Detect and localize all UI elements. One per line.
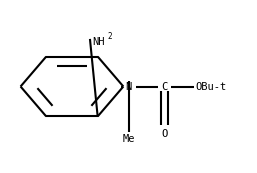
Text: Me: Me xyxy=(122,134,135,144)
Text: OBu-t: OBu-t xyxy=(196,81,227,92)
Text: 2: 2 xyxy=(107,32,112,41)
Text: C: C xyxy=(161,81,168,92)
Text: N: N xyxy=(125,81,132,92)
Text: NH: NH xyxy=(92,37,105,47)
Text: O: O xyxy=(161,129,168,139)
